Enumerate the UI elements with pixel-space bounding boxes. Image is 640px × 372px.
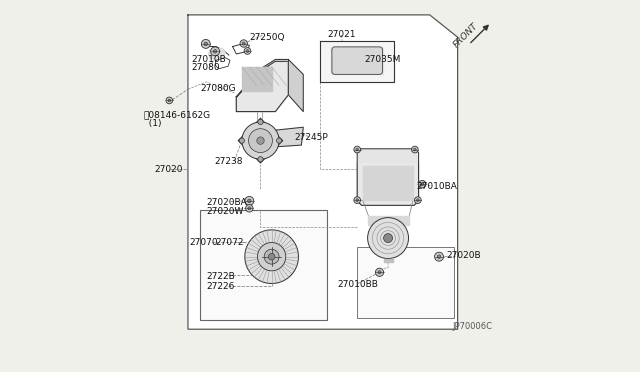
Circle shape [413, 148, 416, 151]
Text: 27080: 27080 [191, 63, 220, 72]
Text: 27010B: 27010B [191, 55, 227, 64]
Text: 27245P: 27245P [294, 133, 328, 142]
Circle shape [243, 42, 245, 45]
Circle shape [166, 97, 173, 104]
FancyBboxPatch shape [357, 247, 454, 318]
Circle shape [258, 157, 263, 162]
Text: Ⓑ08146-6162G: Ⓑ08146-6162G [143, 111, 211, 120]
Text: 27035M: 27035M [365, 55, 401, 64]
Text: (1): (1) [143, 119, 162, 128]
Polygon shape [363, 166, 413, 200]
Circle shape [356, 148, 358, 151]
Circle shape [248, 207, 251, 210]
Polygon shape [369, 216, 410, 225]
Circle shape [415, 197, 421, 203]
Circle shape [211, 47, 220, 56]
Polygon shape [245, 230, 298, 283]
FancyBboxPatch shape [200, 210, 326, 320]
Circle shape [239, 138, 244, 143]
Text: 2722B: 2722B [207, 272, 236, 280]
Text: 27010BB: 27010BB [338, 280, 379, 289]
Polygon shape [209, 48, 225, 58]
Circle shape [378, 271, 381, 274]
Text: 27010BA: 27010BA [417, 182, 458, 191]
Circle shape [248, 199, 251, 203]
Polygon shape [188, 15, 458, 329]
Circle shape [376, 268, 383, 276]
Circle shape [419, 180, 426, 188]
Polygon shape [242, 67, 271, 91]
Circle shape [213, 49, 217, 53]
Circle shape [437, 255, 441, 259]
Text: 27080G: 27080G [200, 84, 236, 93]
Polygon shape [357, 149, 419, 164]
Text: 27020: 27020 [154, 165, 183, 174]
Circle shape [354, 197, 360, 203]
Circle shape [264, 249, 279, 264]
Text: FRONT: FRONT [452, 21, 480, 49]
Circle shape [412, 146, 418, 153]
Circle shape [246, 205, 253, 212]
Polygon shape [236, 60, 289, 112]
Circle shape [245, 196, 254, 205]
Circle shape [417, 199, 419, 202]
Circle shape [435, 252, 444, 261]
Circle shape [244, 48, 251, 54]
Circle shape [268, 253, 275, 260]
Polygon shape [384, 259, 392, 262]
Text: 27238: 27238 [214, 157, 243, 166]
Circle shape [242, 122, 279, 159]
Polygon shape [320, 41, 394, 82]
Text: 27250Q: 27250Q [250, 33, 285, 42]
Text: 27070: 27070 [189, 238, 218, 247]
Circle shape [276, 138, 282, 143]
Circle shape [258, 119, 263, 125]
Circle shape [421, 183, 424, 186]
Polygon shape [357, 164, 419, 205]
Polygon shape [236, 60, 289, 97]
Circle shape [246, 49, 249, 52]
Polygon shape [238, 118, 283, 163]
Text: JP70006C: JP70006C [452, 322, 492, 331]
Circle shape [168, 99, 171, 102]
Text: 27226: 27226 [207, 282, 235, 291]
Circle shape [240, 40, 248, 47]
Text: 27020W: 27020W [207, 207, 244, 216]
Text: 27072: 27072 [215, 238, 244, 247]
Circle shape [202, 39, 211, 48]
Text: 27020BA: 27020BA [207, 198, 247, 207]
Circle shape [248, 129, 273, 153]
Polygon shape [289, 60, 303, 112]
Circle shape [383, 234, 392, 243]
Text: 27020B: 27020B [447, 251, 481, 260]
Circle shape [257, 137, 264, 144]
Circle shape [204, 42, 207, 46]
Polygon shape [273, 127, 303, 147]
FancyBboxPatch shape [332, 47, 383, 74]
Circle shape [356, 199, 358, 202]
Polygon shape [331, 46, 383, 74]
Circle shape [354, 146, 360, 153]
Circle shape [367, 218, 408, 259]
Text: 27021: 27021 [328, 30, 356, 39]
Circle shape [257, 243, 286, 271]
